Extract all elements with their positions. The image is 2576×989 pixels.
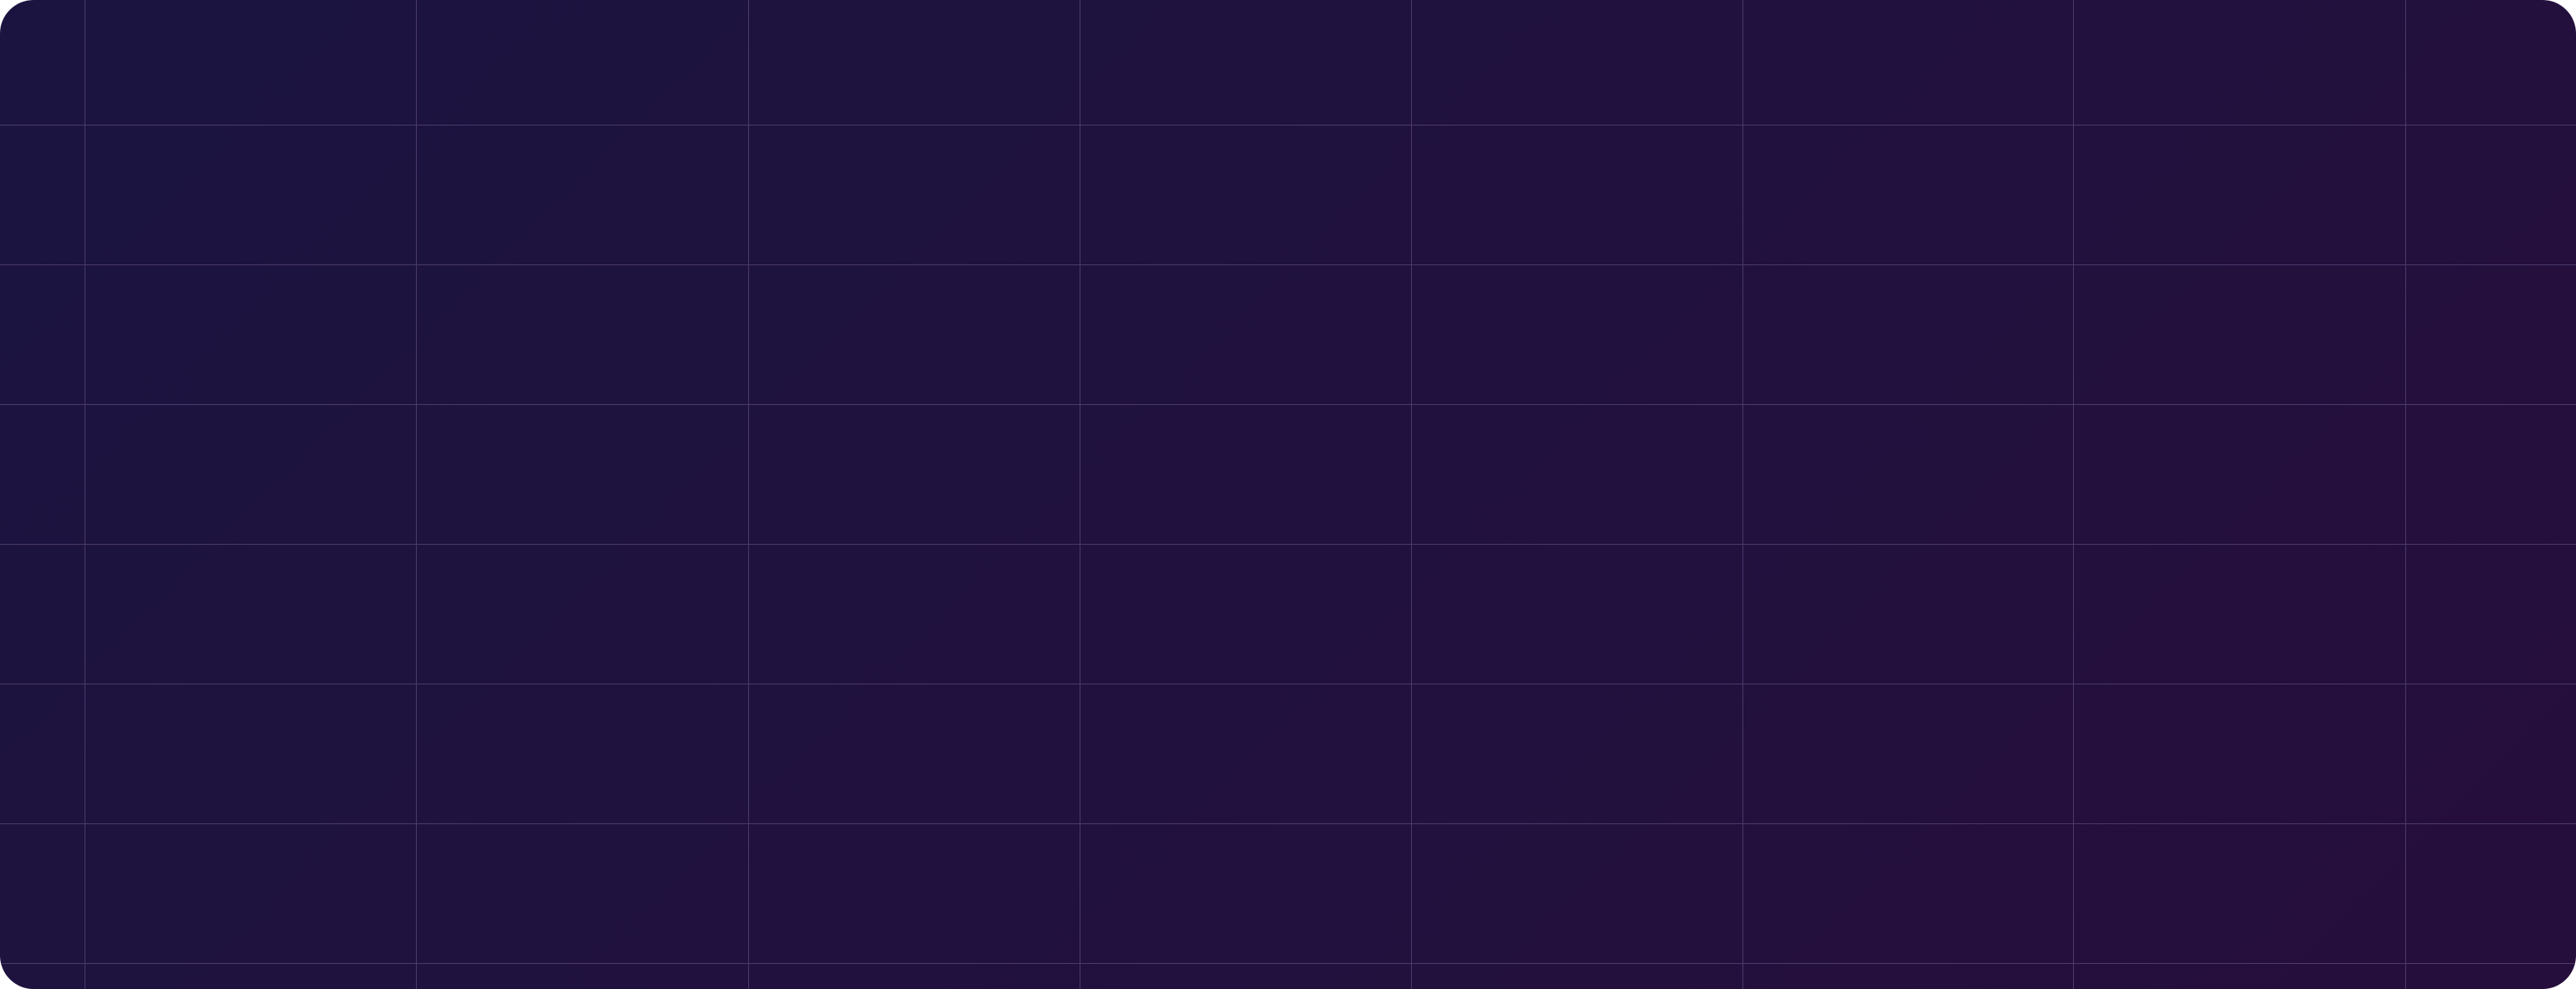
grid-line-horizontal <box>0 544 2576 545</box>
grid-line-horizontal <box>0 963 2576 964</box>
grid-line-horizontal <box>0 125 2576 126</box>
grid-line-horizontal <box>0 264 2576 265</box>
grid-line-vertical <box>2073 0 2074 989</box>
grid-line-vertical <box>2405 0 2406 989</box>
grid-line-vertical <box>1742 0 1743 989</box>
grid-line-vertical <box>1411 0 1412 989</box>
grid-line-horizontal <box>0 404 2576 405</box>
grid-line-vertical <box>748 0 749 989</box>
grid-line-horizontal <box>0 823 2576 824</box>
grid-line-vertical <box>416 0 417 989</box>
